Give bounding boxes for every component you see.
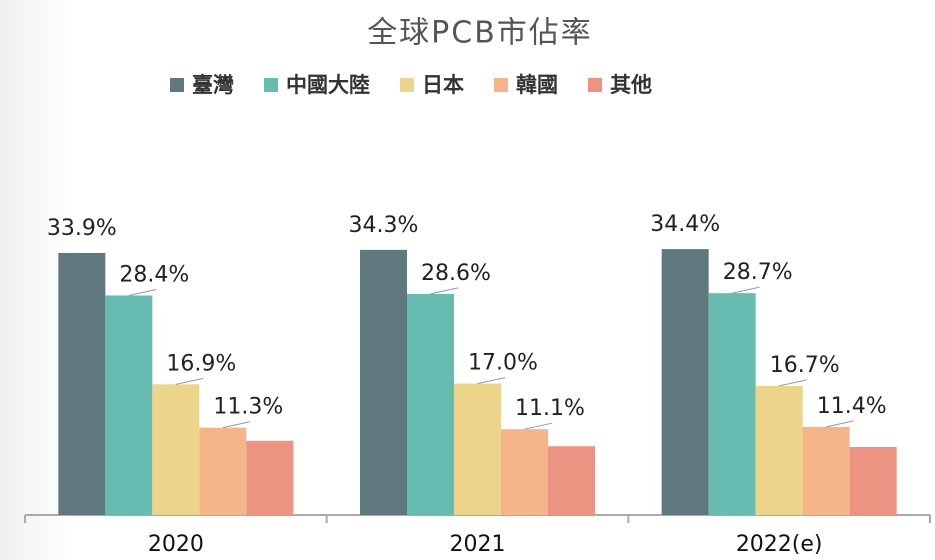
data-label: 11.4% [817,394,887,419]
data-label: 34.3% [349,213,419,238]
legend: 臺灣 中國大陸 日本 韓國 其他 [170,73,652,97]
bar [548,446,595,515]
bar [199,427,247,515]
bar [407,293,454,515]
legend-swatch [588,78,602,92]
data-label: 11.1% [515,396,585,421]
bar [246,440,294,515]
bar [454,383,501,515]
bar [58,252,106,515]
leader-line [430,287,459,295]
bar [152,384,200,515]
data-label: 33.9% [47,216,117,241]
legend-label: 日本 [422,73,464,97]
legend-swatch [494,78,508,92]
data-label: 17.0% [468,351,538,376]
bar [755,385,803,515]
x-tick-label: 2021 [450,532,506,557]
data-label: 28.7% [723,260,793,285]
leader-line [128,288,157,296]
data-label: 28.6% [421,261,491,286]
chart-title: 全球PCB市佔率 [367,16,593,51]
x-tick-label: 2022(e) [736,532,823,557]
bar [708,293,756,515]
bar [661,249,709,515]
legend-label: 韓國 [516,73,558,97]
bar [501,429,548,515]
data-label: 28.4% [119,262,189,287]
leader-line [222,421,251,429]
legend-swatch [400,78,414,92]
bar [105,295,153,515]
leader-line [477,377,506,385]
legend-label: 其他 [610,73,652,97]
legend-label: 臺灣 [192,73,234,97]
bar [360,249,407,515]
bar [849,446,897,515]
data-label: 11.3% [213,395,283,420]
leader-line [732,286,760,294]
legend-label: 中國大陸 [286,73,370,97]
data-label: 34.4% [650,212,720,237]
leader-line [524,422,553,430]
leader-line [826,420,854,428]
legend-swatch [264,78,278,92]
legend-swatch [170,78,184,92]
leader-line [779,379,807,387]
bar [802,426,850,515]
leader-line [175,377,204,385]
x-tick-label: 2020 [148,532,204,557]
data-label: 16.9% [166,351,236,376]
data-label: 16.7% [770,353,840,378]
